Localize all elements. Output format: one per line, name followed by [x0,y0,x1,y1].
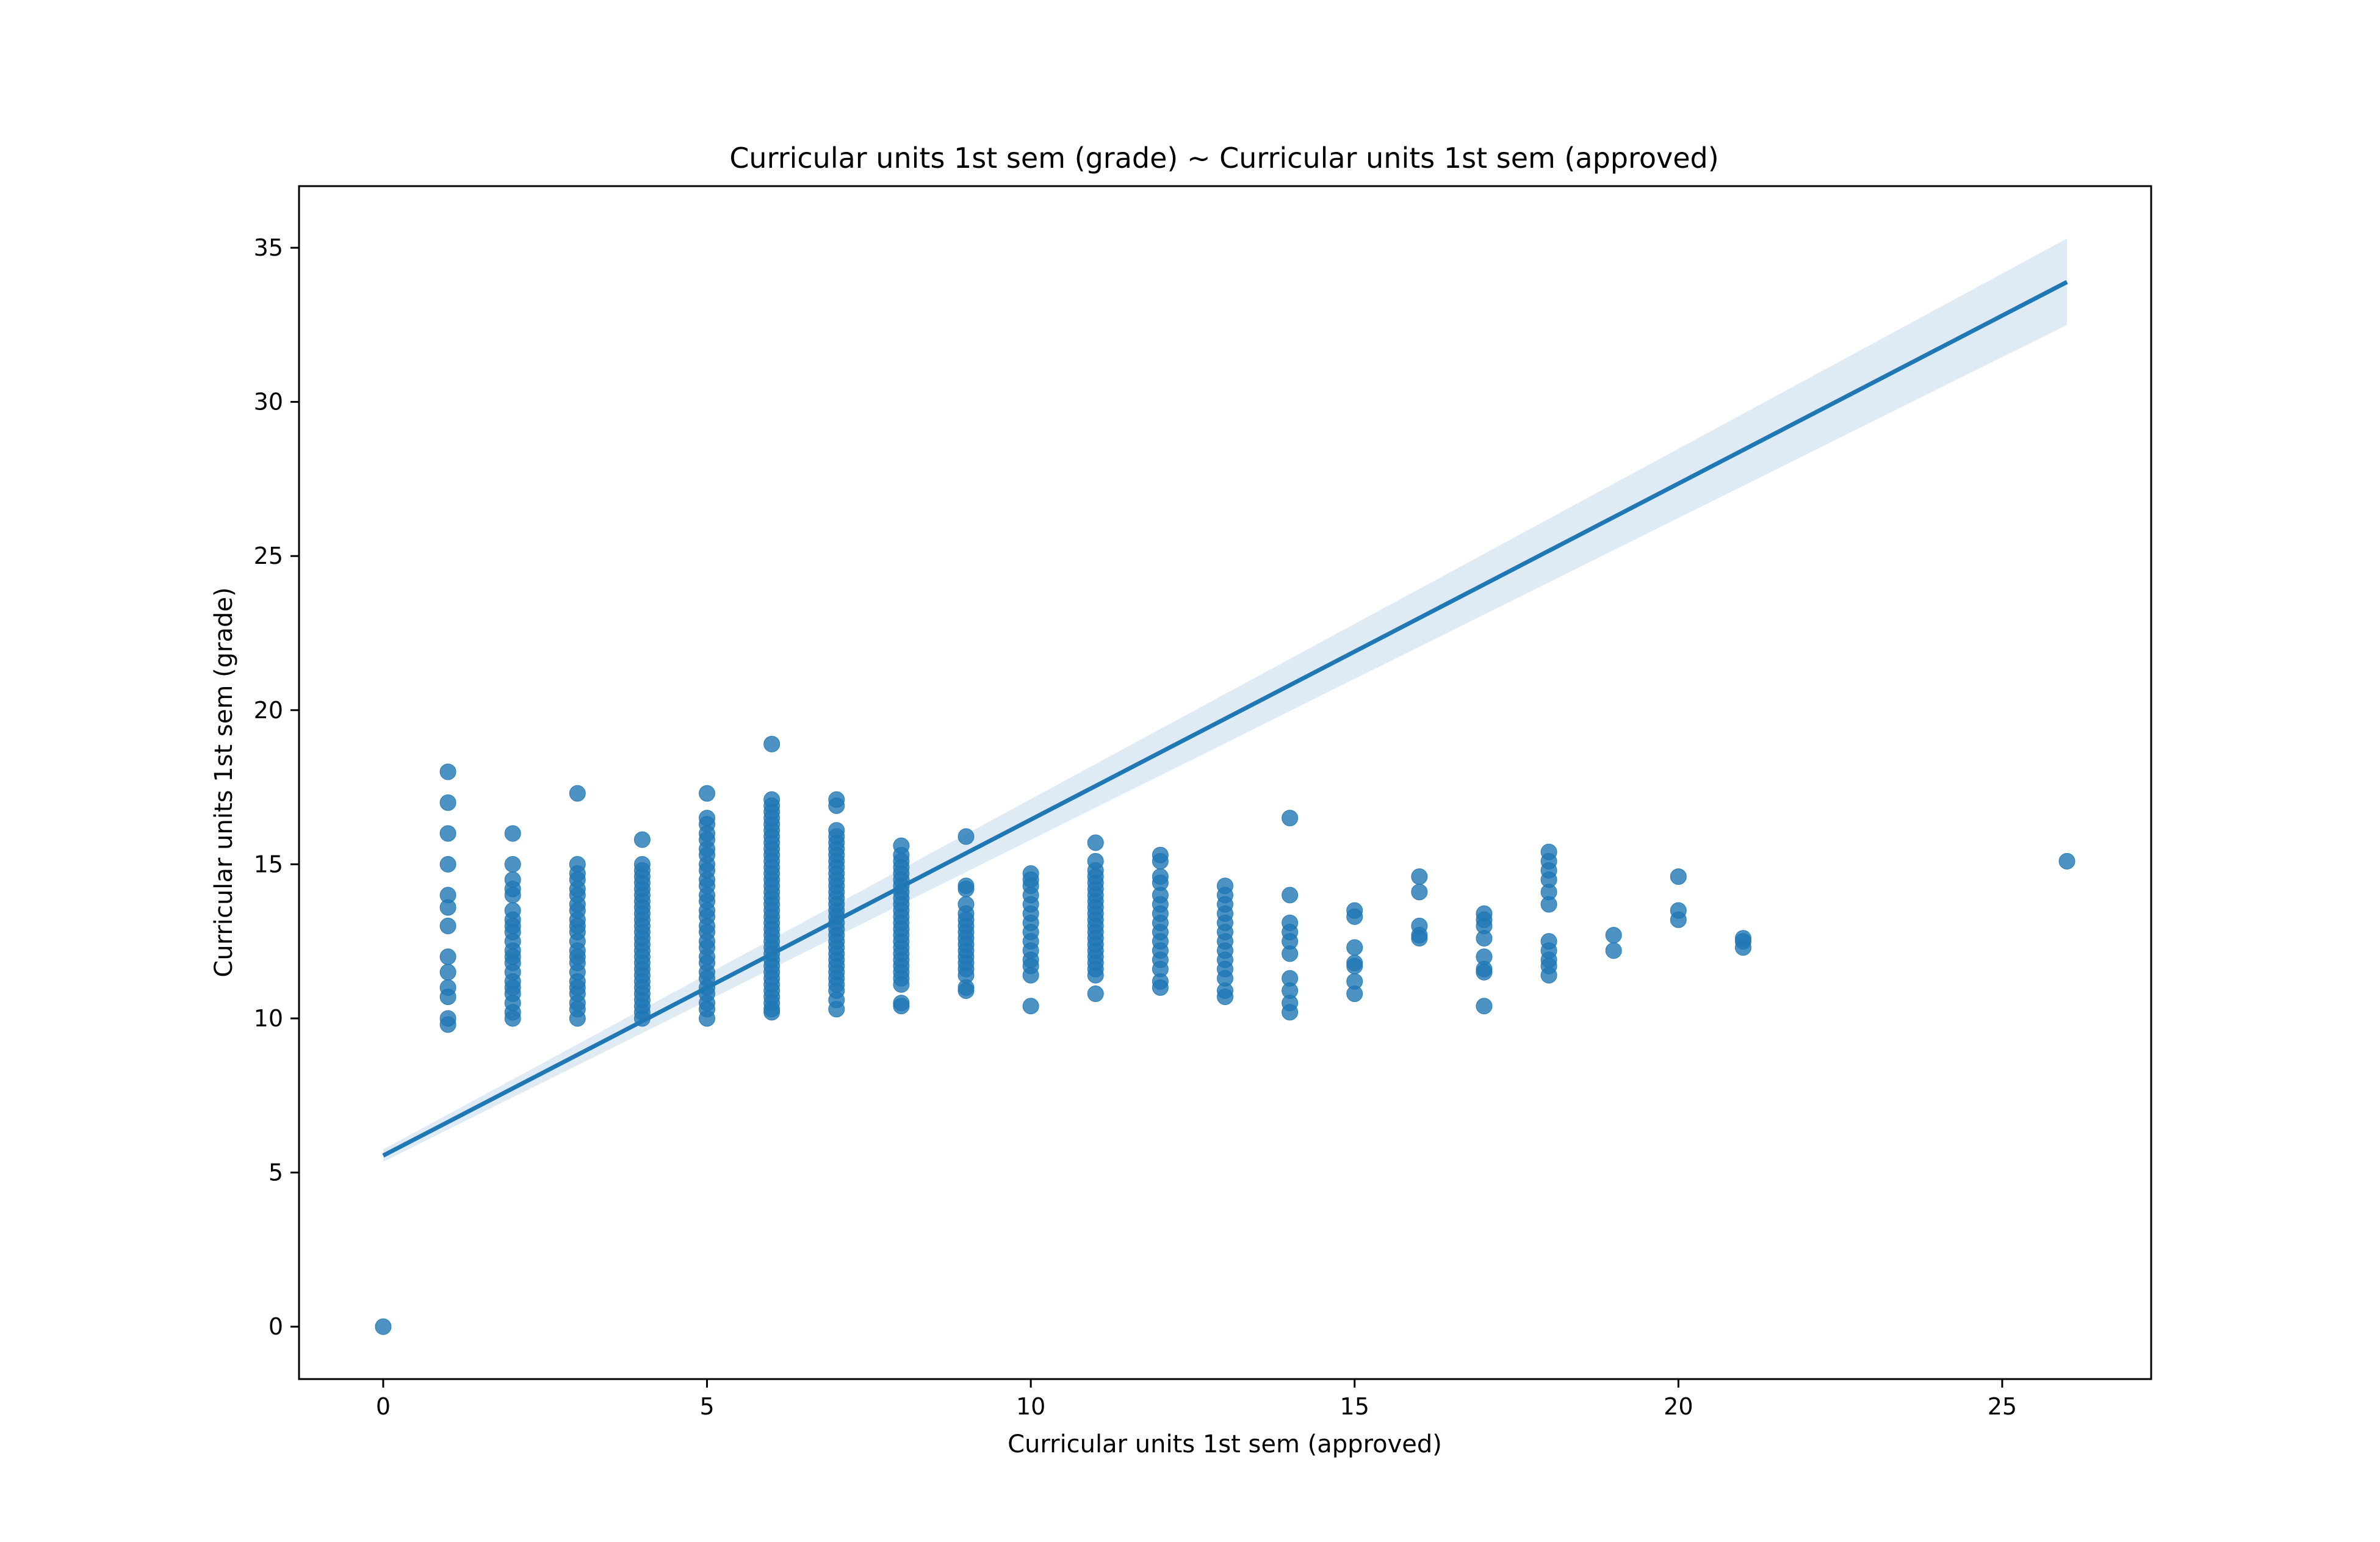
scatter-point [504,887,521,904]
y-tick-label: 35 [254,234,283,261]
scatter-point [439,763,456,780]
scatter-point [1476,998,1493,1015]
scatter-point [439,794,456,811]
scatter-point [957,881,975,898]
regression-line-layer [382,280,2068,1158]
scatter-point [699,1010,716,1027]
scatter-point [1087,967,1104,984]
y-tick-label: 10 [254,1005,283,1032]
scatter-point [1282,945,1299,962]
confidence-band-layer [383,238,2068,1162]
scatter-point [699,785,716,802]
scatter-point [1087,834,1104,851]
scatter-point [1346,957,1363,975]
scatter-point [957,828,975,845]
scatter-point [439,856,456,873]
y-axis-ticks: 0 5 10 15 20 25 30 35 [254,234,299,1340]
x-axis-label: Curricular units 1st sem (approved) [1008,1430,1442,1458]
scatter-point [504,825,521,842]
confidence-band [383,238,2068,1162]
scatter-point [957,982,975,999]
x-tick-label: 15 [1340,1393,1369,1420]
scatter-point [439,917,456,934]
scatter-point [504,856,521,873]
scatter-point [1282,1004,1299,1021]
y-tick-label: 15 [254,851,283,877]
scatter-point [893,998,910,1015]
scatter-point [1670,868,1687,885]
scatter-point [828,1001,845,1018]
chart-title: Curricular units 1st sem (grade) ~ Curri… [729,142,1718,175]
scatter-point [1282,810,1299,827]
y-tick-label: 20 [254,697,283,724]
y-tick-label: 5 [269,1159,283,1186]
scatter-point [1087,985,1104,1003]
scatter-point [1022,998,1039,1015]
scatter-point [1152,979,1169,996]
x-tick-label: 5 [699,1393,714,1420]
scatter-point [375,1318,392,1335]
x-axis-ticks: 0 5 10 15 20 25 [376,1379,2017,1420]
x-tick-label: 10 [1016,1393,1045,1420]
scatter-point [439,825,456,842]
y-tick-label: 30 [254,389,283,416]
plot-frame [298,185,2152,1380]
scatter-point [1670,911,1687,928]
scatter-point [1734,939,1751,956]
scatter-point [1022,967,1039,984]
plot-area [375,238,2075,1335]
scatter-point [1605,942,1622,959]
scatter-point [1346,908,1363,925]
scatter-point [439,989,456,1006]
scatter-point [1411,884,1428,901]
scatter-point [1605,927,1622,944]
scatter-point [893,976,910,993]
scatter-point [504,1010,521,1027]
scatter-point [439,948,456,965]
scatter-point [763,1004,781,1021]
scatter-point [1476,964,1493,981]
scatter-point [763,735,781,752]
scatter-points-layer [375,735,2075,1335]
x-tick-label: 25 [1988,1393,2017,1420]
scatter-point [1411,930,1428,947]
scatter-point [633,831,651,848]
x-tick-label: 0 [376,1393,391,1420]
scatter-point [439,964,456,981]
y-tick-label: 25 [254,542,283,569]
scatter-point [1346,985,1363,1003]
y-axis-label: Curricular units 1st sem (grade) [210,587,238,977]
scatter-point [1152,852,1169,870]
scatter-point [439,1016,456,1033]
scatter-point [1540,967,1557,984]
scatter-point [828,797,845,814]
scatter-point [1282,887,1299,904]
scatter-point [1217,989,1233,1006]
scatter-point [1411,868,1428,885]
scatter-point [569,1010,586,1027]
regression-line [382,280,2068,1158]
scatter-point [569,785,586,802]
scatter-point [1476,930,1493,947]
y-tick-label: 0 [269,1313,283,1340]
scatter-point [1346,939,1363,956]
scatter-point [2058,852,2075,870]
scatter-point [439,899,456,916]
x-tick-label: 20 [1664,1393,1693,1420]
scatter-point [1540,896,1557,913]
